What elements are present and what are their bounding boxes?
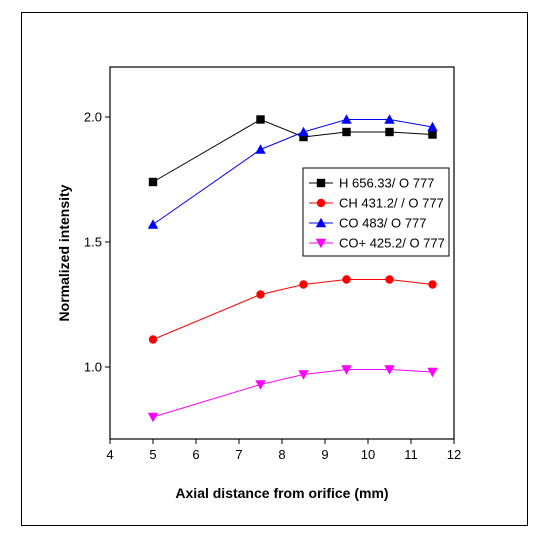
- legend-label: H 656.33/ O 777: [339, 176, 434, 191]
- data-point: [427, 367, 438, 378]
- x-tick-label: 9: [321, 447, 328, 462]
- x-tick-label: 8: [278, 447, 285, 462]
- series-4: [147, 365, 438, 423]
- legend-label: CO+ 425.2/ O 777: [339, 236, 445, 251]
- data-point: [147, 219, 159, 229]
- legend-item: H 656.33/ O 777: [309, 176, 434, 191]
- data-point: [256, 290, 265, 299]
- x-tick-label: 10: [361, 447, 375, 462]
- legend-marker: [316, 198, 326, 208]
- series-line: [152, 119, 433, 225]
- x-tick-label: 11: [404, 447, 418, 462]
- y-tick-label: 1.5: [84, 235, 102, 250]
- series-2: [148, 275, 437, 344]
- x-tick-label: 5: [149, 447, 156, 462]
- data-point: [428, 280, 437, 289]
- data-point: [342, 127, 351, 137]
- x-tick-label: 7: [235, 447, 242, 462]
- legend-marker: [316, 178, 326, 188]
- series-line: [152, 279, 433, 340]
- legend-item: CO 483/ O 777: [309, 216, 426, 231]
- series-line: [152, 118, 433, 183]
- legend-item: CO+ 425.2/ O 777: [309, 236, 445, 251]
- series-1: [148, 115, 437, 187]
- series-line: [152, 369, 433, 418]
- legend-label: CO 483/ O 777: [339, 216, 426, 231]
- legend: H 656.33/ O 777 CH 431.2/ / O 777 CO 483/ …: [302, 167, 450, 257]
- x-tick-label: 4: [106, 447, 113, 462]
- legend-item: CH 431.2/ / O 777: [309, 196, 444, 211]
- x-tick-label: 12: [447, 447, 461, 462]
- legend-label: CH 431.2/ / O 777: [339, 196, 444, 211]
- data-point: [298, 370, 309, 380]
- x-axis-title: Axial distance from orifice (mm): [175, 485, 388, 501]
- figure-frame: [21, 12, 528, 526]
- data-point: [428, 130, 437, 139]
- series-group: [147, 114, 438, 423]
- data-point: [385, 127, 394, 137]
- y-tick-label: 1.0: [84, 360, 102, 375]
- data-point: [384, 114, 395, 124]
- data-point: [341, 365, 352, 375]
- data-point: [298, 126, 309, 137]
- data-point: [256, 115, 265, 124]
- y-axis-title: Normalized intensity: [56, 184, 72, 321]
- data-point: [384, 365, 395, 375]
- x-tick-label: 6: [192, 447, 199, 462]
- data-point: [255, 144, 266, 154]
- data-point: [427, 121, 438, 132]
- data-point: [342, 275, 351, 284]
- data-point: [147, 412, 159, 423]
- axis-ticks: 4 5 6 7 8 9 10 11 12 1.0 1.5 2.0: [84, 110, 461, 463]
- data-point: [148, 177, 158, 187]
- series-3: [147, 114, 438, 229]
- data-point: [341, 114, 352, 124]
- legend-marker: [315, 217, 327, 228]
- legend-marker: [315, 238, 327, 249]
- data-point: [299, 280, 308, 289]
- data-point: [385, 275, 394, 284]
- data-point: [148, 335, 158, 344]
- data-point: [255, 380, 266, 390]
- y-tick-label: 2.0: [84, 110, 102, 125]
- data-point: [299, 132, 308, 142]
